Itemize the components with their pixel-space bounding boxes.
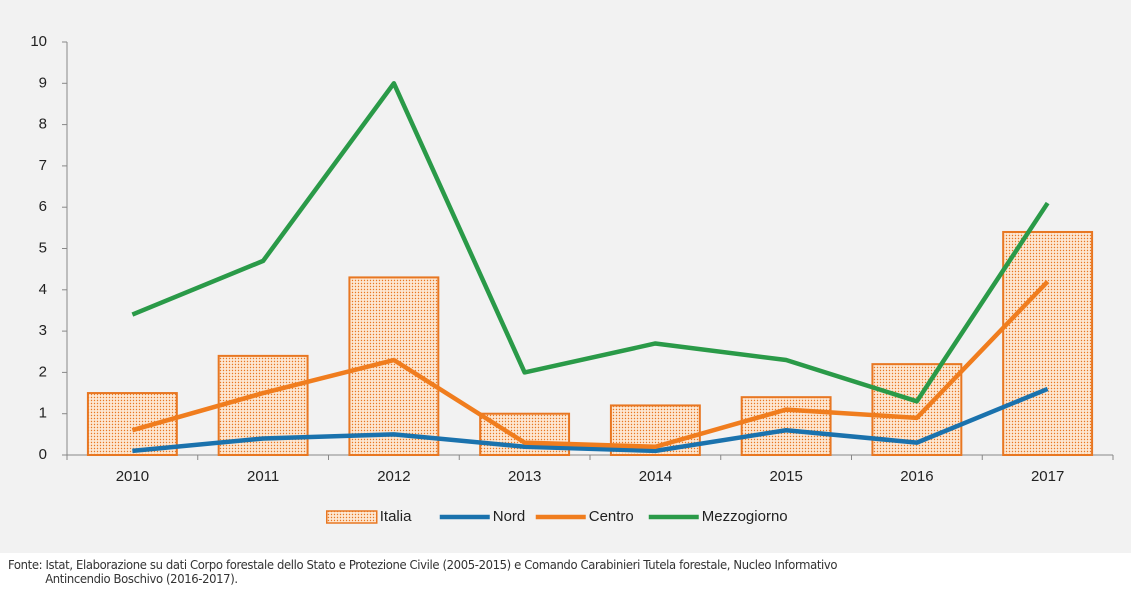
y-tick-label: 7: [39, 157, 47, 174]
source-line: Antincendio Boschivo (2016-2017).: [45, 571, 238, 586]
source-line: Fonte: Istat, Elaborazione su dati Corpo…: [8, 557, 838, 572]
x-tick-label: 2011: [247, 468, 279, 485]
y-tick-label: 8: [39, 116, 47, 133]
y-tick-label: 6: [39, 198, 47, 215]
source-note: Fonte: Istat, Elaborazione su dati Corpo…: [8, 557, 838, 586]
legend-label: Mezzogiorno: [702, 508, 788, 525]
y-tick-label: 3: [39, 322, 47, 339]
y-tick-label: 1: [39, 405, 47, 422]
chart-panel: [0, 0, 1131, 553]
x-tick-label: 2015: [769, 468, 802, 485]
bar: [1002, 230, 1094, 456]
x-tick-label: 2012: [377, 468, 410, 485]
x-tick-label: 2010: [116, 468, 149, 485]
y-tick-label: 10: [30, 33, 47, 50]
y-tick-label: 2: [39, 363, 47, 380]
y-tick-label: 9: [39, 74, 47, 91]
bar: [348, 276, 440, 456]
legend-label: Centro: [589, 508, 634, 525]
y-tick-label: 4: [39, 281, 47, 298]
line: [131, 279, 1050, 449]
line: [131, 81, 1050, 404]
x-tick-label: 2013: [508, 468, 541, 485]
bar: [740, 396, 832, 456]
legend-label: Italia: [380, 508, 412, 525]
y-tick-label: 0: [39, 446, 47, 463]
x-tick-label: 2014: [639, 468, 672, 485]
legend-swatch: [326, 510, 378, 524]
legend-label: Nord: [493, 508, 526, 525]
chart: 0 1 2 3 4 5 6 7 8 9 10 2010 2011 2012 2013 2014 2015 2016…: [30, 33, 1114, 525]
x-tick-label: 2016: [900, 468, 933, 485]
line: [132, 386, 1049, 454]
y-tick-label: 5: [39, 239, 47, 256]
x-tick-label: 2017: [1031, 468, 1064, 485]
